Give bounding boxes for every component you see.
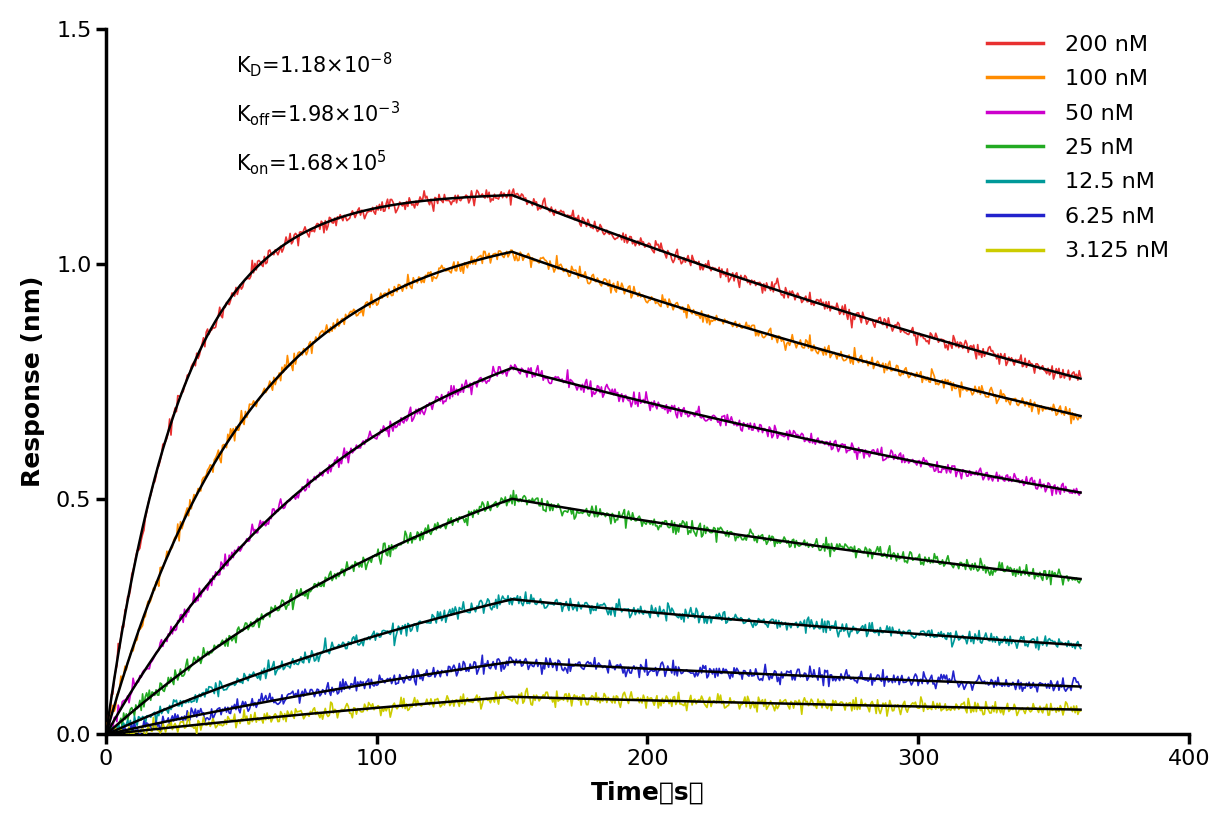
100 nM (771, 337, 785, 347)
50 nM (986, 472, 1001, 482)
Line: 6.25 nM: 6.25 nM (106, 655, 1081, 738)
50 nM (314, 469, 329, 479)
25 nM (98, 724, 113, 733)
200 nM (355, 205, 369, 215)
100 nM (985, 387, 1000, 397)
6.25 nM (986, 682, 1001, 692)
50 nM (1073, 487, 1088, 497)
12.5 nM (106, 736, 121, 746)
100 nM (1073, 413, 1088, 423)
50 nM (772, 430, 787, 440)
Legend: 200 nM, 100 nM, 50 nM, 25 nM, 12.5 nM, 6.25 nM, 3.125 nM: 200 nM, 100 nM, 50 nM, 25 nM, 12.5 nM, 6… (979, 26, 1178, 271)
X-axis label: Time（s）: Time（s） (591, 780, 704, 804)
3.125 nM (118, 736, 133, 746)
50 nM (507, 360, 522, 370)
Line: 50 nM: 50 nM (106, 365, 1081, 733)
25 nM (506, 486, 521, 496)
25 nM (986, 564, 1001, 574)
100 nM (98, 726, 113, 736)
6.25 nM (676, 668, 691, 678)
6.25 nM (475, 650, 490, 660)
25 nM (102, 733, 117, 742)
50 nM (356, 436, 371, 446)
25 nM (676, 516, 691, 526)
100 nM (313, 328, 327, 338)
6.25 nM (314, 689, 329, 699)
200 nM (98, 728, 113, 738)
6.25 nM (110, 733, 124, 742)
6.25 nM (772, 672, 787, 682)
Line: 100 nM: 100 nM (106, 250, 1081, 731)
12.5 nM (314, 648, 329, 658)
Line: 12.5 nM: 12.5 nM (106, 592, 1081, 741)
3.125 nM (314, 708, 329, 718)
100 nM (673, 304, 688, 314)
200 nM (1073, 371, 1088, 381)
12.5 nM (518, 587, 533, 597)
100 nM (579, 273, 593, 283)
Line: 3.125 nM: 3.125 nM (106, 688, 1081, 741)
Text: $\mathregular{K_D}$=1.18×10$^{-8}$
$\mathregular{K_{off}}$=1.98×10$^{-3}$
$\math: $\mathregular{K_D}$=1.18×10$^{-8}$ $\mat… (236, 50, 400, 177)
100 nM (503, 245, 518, 255)
Y-axis label: Response (nm): Response (nm) (21, 276, 44, 488)
12.5 nM (356, 641, 371, 651)
12.5 nM (1073, 644, 1088, 653)
6.25 nM (1073, 683, 1088, 693)
25 nM (581, 510, 596, 520)
Line: 25 nM: 25 nM (106, 491, 1081, 738)
25 nM (314, 582, 329, 592)
3.125 nM (519, 683, 534, 693)
12.5 nM (581, 600, 596, 610)
3.125 nM (772, 701, 787, 711)
12.5 nM (676, 609, 691, 619)
200 nM (313, 224, 327, 234)
25 nM (1073, 575, 1088, 585)
200 nM (579, 221, 593, 231)
100 nM (355, 304, 369, 314)
12.5 nM (98, 727, 113, 737)
200 nM (985, 346, 1000, 356)
12.5 nM (986, 632, 1001, 642)
3.125 nM (1073, 706, 1088, 716)
50 nM (581, 384, 596, 394)
3.125 nM (581, 700, 596, 710)
3.125 nM (676, 700, 691, 710)
Line: 200 nM: 200 nM (106, 189, 1081, 733)
200 nM (771, 273, 785, 283)
6.25 nM (581, 657, 596, 667)
12.5 nM (772, 615, 787, 625)
3.125 nM (356, 707, 371, 717)
6.25 nM (356, 677, 371, 687)
25 nM (356, 553, 371, 563)
3.125 nM (98, 733, 113, 742)
25 nM (772, 536, 787, 546)
50 nM (676, 405, 691, 415)
50 nM (100, 728, 114, 738)
6.25 nM (98, 728, 113, 738)
200 nM (673, 259, 688, 269)
200 nM (506, 184, 521, 194)
3.125 nM (986, 707, 1001, 717)
50 nM (98, 721, 113, 731)
